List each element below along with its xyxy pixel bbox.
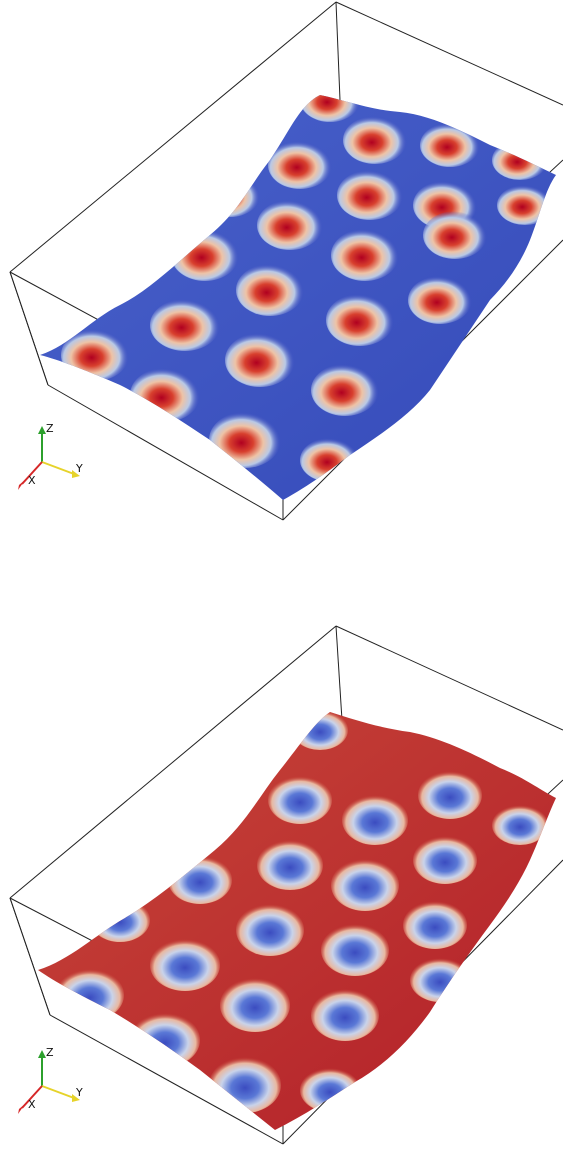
x-axis-label: X [28, 1098, 36, 1111]
z-axis-arrow-icon [38, 1050, 46, 1058]
render-view-bottom: Z Y X [9, 625, 563, 1145]
viewport-top: Z Y X [0, 0, 563, 540]
surface-spots [40, 95, 556, 500]
x-axis-arrow-icon [18, 1104, 25, 1114]
z-axis-arrow-icon [38, 426, 46, 434]
y-axis-label: Y [75, 462, 83, 475]
y-axis-line [41, 1085, 75, 1099]
x-axis-line [21, 461, 43, 485]
orientation-axes-top: Z Y X [18, 422, 83, 490]
bounding-box-front-top [9, 271, 284, 521]
y-axis-arrow-icon [72, 1094, 80, 1102]
x-axis-line [21, 1085, 43, 1109]
y-axis-label: Y [75, 1086, 83, 1099]
render-view-top: Z Y X [9, 1, 563, 521]
bounding-box-front-bottom [9, 897, 284, 1145]
z-axis-label: Z [46, 1046, 54, 1059]
orientation-axes-bottom: Z Y X [18, 1046, 83, 1114]
surface-holes [38, 712, 556, 1130]
viewport-bottom: Z Y X [0, 620, 563, 1160]
y-axis-line [41, 461, 75, 475]
x-axis-label: X [28, 474, 36, 487]
x-axis-arrow-icon [18, 480, 25, 490]
y-axis-arrow-icon [72, 470, 80, 478]
z-axis-label: Z [46, 422, 54, 435]
